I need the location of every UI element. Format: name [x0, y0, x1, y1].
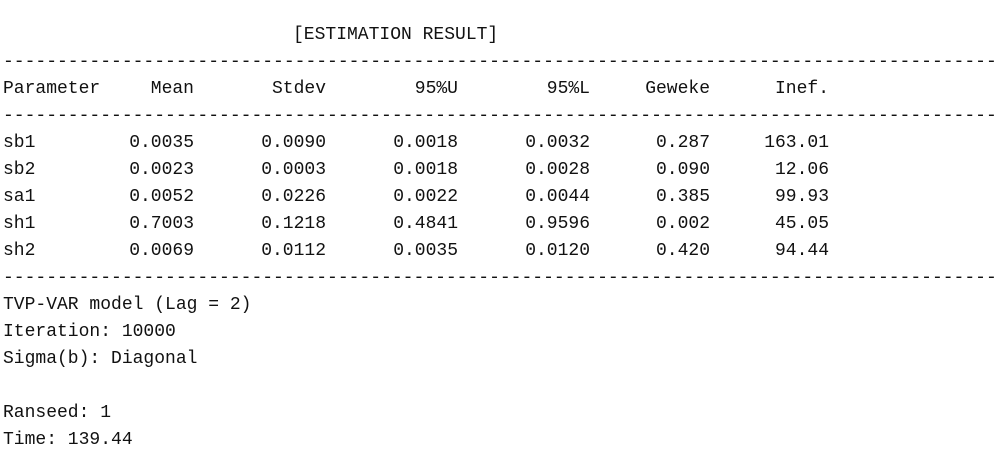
table-row: sa1 0.0052 0.0226 0.0022 0.0044 0.385 99.93	[3, 184, 999, 211]
lower-95-value: 0.9596	[525, 214, 590, 234]
geweke-value: 0.090	[655, 160, 710, 180]
ranseed-summary: Ranseed: 1	[3, 403, 112, 423]
geweke-value: 0.287	[655, 133, 710, 153]
parameter-name: sh1	[3, 214, 36, 234]
iteration-summary: Iteration: 10000	[3, 322, 176, 342]
blank-line	[3, 373, 999, 400]
parameter-name: sa1	[3, 187, 36, 207]
lower-95-value: 0.0032	[525, 133, 590, 153]
geweke-value: 0.420	[655, 241, 710, 261]
lower-95-value: 0.0028	[525, 160, 590, 180]
stdev-value: 0.0226	[261, 187, 326, 207]
mean-value: 0.0035	[129, 133, 194, 153]
header-95-upper: 95%U	[414, 79, 458, 99]
mean-value: 0.7003	[129, 214, 194, 234]
header-stdev: Stdev	[271, 79, 326, 99]
top-rule: ----------------------------------------…	[3, 52, 999, 72]
geweke-value: 0.002	[655, 214, 710, 234]
header-95-lower: 95%L	[546, 79, 590, 99]
table-row: sb1 0.0035 0.0090 0.0018 0.0032 0.287 163.01	[3, 130, 999, 157]
header-parameter: Parameter	[3, 79, 101, 99]
model-summary: TVP-VAR model (Lag = 2)	[3, 295, 252, 315]
stdev-value: 0.0112	[261, 241, 326, 261]
header-mean: Mean	[150, 79, 194, 99]
table-row: sb2 0.0023 0.0003 0.0018 0.0028 0.090 12.06	[3, 157, 999, 184]
inef-value: 45.05	[774, 214, 829, 234]
bottom-rule: ----------------------------------------…	[3, 268, 999, 288]
table-row: sh1 0.7003 0.1218 0.4841 0.9596 0.002 45.05	[3, 211, 999, 238]
sigma-summary: Sigma(b): Diagonal	[3, 349, 198, 369]
upper-95-value: 0.4841	[393, 214, 458, 234]
header-geweke: Geweke	[645, 79, 710, 99]
inef-value: 163.01	[764, 133, 829, 153]
header-inef: Inef.	[774, 79, 829, 99]
table-row: sh2 0.0069 0.0112 0.0035 0.0120 0.420 94.44	[3, 238, 999, 265]
header-rule: ----------------------------------------…	[3, 106, 999, 126]
title-line: [ESTIMATION RESULT]	[3, 22, 999, 49]
table-header-row: Parameter Mean Stdev 95%U 95%L Geweke Inef.	[3, 76, 999, 103]
stdev-value: 0.1218	[261, 214, 326, 234]
stdev-value: 0.0090	[261, 133, 326, 153]
stdev-value: 0.0003	[261, 160, 326, 180]
lower-95-value: 0.0120	[525, 241, 590, 261]
estimation-title: [ESTIMATION RESULT]	[293, 25, 499, 45]
inef-value: 12.06	[774, 160, 829, 180]
lower-95-value: 0.0044	[525, 187, 590, 207]
parameter-name: sh2	[3, 241, 36, 261]
parameter-name: sb1	[3, 133, 36, 153]
upper-95-value: 0.0035	[393, 241, 458, 261]
estimation-output: [ESTIMATION RESULT] ---------------------…	[3, 22, 999, 454]
upper-95-value: 0.0018	[393, 133, 458, 153]
inef-value: 94.44	[774, 241, 829, 261]
time-summary: Time: 139.44	[3, 430, 133, 450]
geweke-value: 0.385	[655, 187, 710, 207]
upper-95-value: 0.0022	[393, 187, 458, 207]
inef-value: 99.93	[774, 187, 829, 207]
upper-95-value: 0.0018	[393, 160, 458, 180]
parameter-name: sb2	[3, 160, 36, 180]
mean-value: 0.0023	[129, 160, 194, 180]
mean-value: 0.0052	[129, 187, 194, 207]
mean-value: 0.0069	[129, 241, 194, 261]
